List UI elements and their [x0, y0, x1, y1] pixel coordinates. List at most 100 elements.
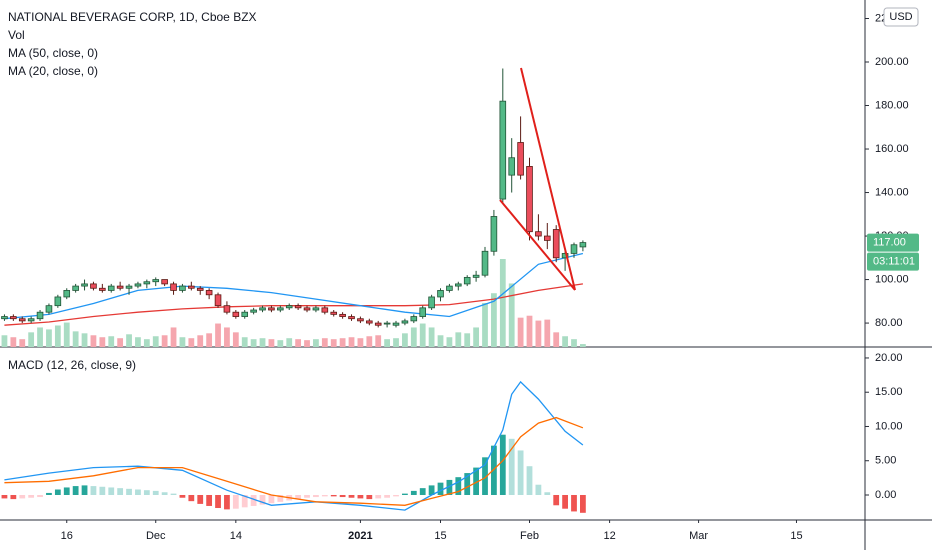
x-tick-label: Feb [520, 530, 539, 542]
histogram-bar [143, 490, 150, 495]
histogram-bar [28, 494, 35, 498]
candle-body [526, 166, 533, 233]
histogram-bar [526, 466, 533, 495]
volume-bar [259, 338, 266, 347]
candle-body [214, 294, 222, 307]
candle-body [170, 283, 177, 291]
volume-bar [419, 323, 426, 347]
histogram-bar [553, 494, 560, 506]
histogram-bar [544, 492, 551, 495]
histogram-bar [90, 486, 97, 495]
countdown-label: 03:11:01 [873, 255, 915, 267]
histogram-bar [232, 494, 239, 509]
volume-bar [188, 338, 195, 347]
legend-entry: MA (20, close, 0) [8, 64, 98, 78]
candle-body [321, 307, 329, 313]
volume-bar [295, 339, 302, 347]
x-tick-label: 15 [790, 530, 802, 542]
candle-body [570, 244, 578, 254]
candle-body [1, 316, 8, 320]
histogram-bar [571, 494, 577, 512]
volume-bar [393, 338, 399, 347]
candle-body [285, 305, 293, 309]
candle-body [45, 305, 53, 313]
x-tick-label: 2021 [348, 530, 372, 542]
volume-bar [250, 339, 257, 347]
volume-bar [19, 339, 26, 347]
histogram-bar [135, 489, 141, 495]
candle-body [250, 309, 257, 313]
y-tick-label: 10.00 [875, 420, 903, 432]
volume-bar [90, 335, 97, 347]
histogram-bar [517, 450, 524, 495]
indicator-line [4, 252, 584, 320]
histogram-bar [313, 494, 319, 498]
volume-bar [54, 325, 61, 347]
y-tick-label: 100.00 [875, 273, 909, 285]
histogram-bar [464, 473, 471, 495]
histogram-bar [419, 488, 426, 495]
histogram-bar [224, 494, 230, 510]
last-price-badge [867, 233, 919, 252]
volume-bar [117, 338, 124, 347]
x-tick-label: 14 [230, 530, 242, 542]
volume-bar [63, 322, 70, 347]
volume-bar [206, 333, 213, 347]
volume-bar [330, 339, 337, 347]
currency-badge [883, 7, 919, 27]
candle-body [481, 250, 489, 276]
volume-bar [232, 332, 239, 347]
candle-body [125, 285, 133, 289]
histogram-bar [179, 494, 186, 498]
x-tick-label: Dec [146, 530, 166, 542]
volume-bar [1, 335, 8, 347]
volume-bar [321, 338, 328, 347]
volume-bar [46, 329, 52, 347]
candle-body [383, 322, 391, 325]
trend-line [520, 67, 576, 291]
histogram-bar [170, 493, 177, 495]
volume-bar [215, 323, 221, 347]
candle-body [259, 307, 266, 311]
candle-body [330, 311, 338, 315]
candle-body [81, 283, 88, 287]
candle-body [544, 235, 551, 241]
chart-title: NATIONAL BEVERAGE CORP, 1D, Cboe BZX [8, 10, 257, 24]
histogram-bar [357, 494, 364, 499]
y-tick-label: 20.00 [875, 352, 903, 364]
y-tick-label: 180.00 [875, 99, 909, 111]
candle-body [312, 307, 320, 311]
volume-bar [241, 337, 248, 347]
volume-bar [10, 337, 17, 347]
volume-bar [179, 337, 186, 347]
candle-body [366, 320, 373, 324]
histogram-bar [108, 487, 115, 495]
candle-body [490, 216, 498, 252]
volume-bar [348, 337, 355, 347]
y-tick-label: 15.00 [875, 386, 903, 398]
legend-entry: Vol [8, 28, 25, 42]
last-price-label: 117.00 [873, 236, 906, 248]
volume-bar [580, 344, 586, 347]
candle-body [463, 276, 471, 285]
volume-bar [508, 283, 515, 347]
volume-bar [491, 293, 497, 347]
histogram-bar [535, 484, 542, 495]
currency-label: USD [889, 11, 912, 23]
volume-bar [482, 303, 488, 347]
candle-body [107, 285, 115, 291]
histogram-bar [37, 494, 43, 498]
histogram-bar [250, 494, 257, 506]
histogram-bar [437, 482, 444, 495]
histogram-bar [188, 494, 195, 502]
volume-bar [99, 337, 106, 347]
volume-bar [375, 335, 382, 347]
histogram-bar [215, 494, 221, 509]
histogram-bar [259, 494, 266, 505]
volume-bar [126, 334, 132, 347]
candle-body [152, 279, 160, 283]
volume-bar [473, 327, 479, 347]
candle-body [143, 281, 151, 285]
candle-body [63, 290, 71, 298]
